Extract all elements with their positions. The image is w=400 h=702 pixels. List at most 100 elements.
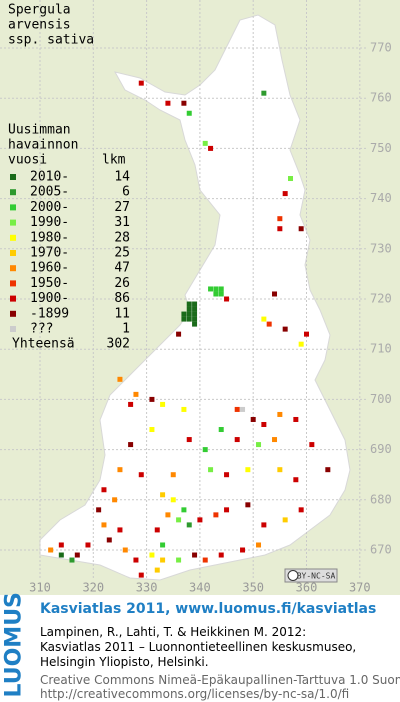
occurrence-square xyxy=(234,437,240,443)
legend-swatch xyxy=(10,219,16,226)
occurrence-square xyxy=(176,557,182,563)
occurrence-square xyxy=(176,331,182,337)
occurrence-square xyxy=(277,226,283,232)
legend-swatch xyxy=(10,250,16,256)
legend-total: 302 xyxy=(107,337,130,352)
occurrence-square xyxy=(224,472,230,478)
occurrence-square xyxy=(160,492,166,498)
occurrence-square xyxy=(181,311,187,317)
occurrence-square xyxy=(117,527,123,533)
citation-line: Kasviatlas 2011 – Luonnontieteellinen ke… xyxy=(40,640,357,654)
occurrence-square xyxy=(122,547,128,553)
occurrence-square xyxy=(165,100,171,106)
occurrence-square xyxy=(154,527,160,533)
legend-count: 86 xyxy=(114,291,130,306)
legend-count: 31 xyxy=(114,215,130,230)
occurrence-square xyxy=(186,522,192,528)
occurrence-square xyxy=(202,447,208,453)
occurrence-square xyxy=(218,286,224,292)
badge-box xyxy=(284,568,338,583)
occurrence-square xyxy=(192,321,198,327)
occurrence-square xyxy=(266,321,272,327)
occurrence-square xyxy=(181,100,187,106)
legend-label: 1960- xyxy=(30,261,69,276)
occurrence-square xyxy=(282,517,288,523)
occurrence-square xyxy=(272,291,278,297)
legend-count: 1 xyxy=(122,322,130,337)
occurrence-square xyxy=(186,311,192,317)
occurrence-square xyxy=(197,517,203,523)
citation-line: Lampinen, R., Lahti, T. & Heikkinen M. 2… xyxy=(40,625,307,639)
occurrence-square xyxy=(186,306,192,312)
y-tick-label: 700 xyxy=(370,392,392,406)
occurrence-square xyxy=(277,411,283,417)
legend-label: ??? xyxy=(30,322,53,337)
occurrence-square xyxy=(218,291,224,297)
occurrence-square xyxy=(261,522,267,528)
map-title: ssp. sativa xyxy=(8,33,94,48)
occurrence-square xyxy=(298,341,304,347)
license-line: http://creativecommons.org/licenses/by-n… xyxy=(40,687,350,701)
occurrence-square xyxy=(245,467,251,473)
occurrence-square xyxy=(282,191,288,197)
occurrence-square xyxy=(117,376,123,382)
occurrence-square xyxy=(186,301,192,307)
legend-label: 1980- xyxy=(30,230,69,245)
occurrence-square xyxy=(218,552,224,558)
legend-count-heading: lkm xyxy=(102,153,126,168)
occurrence-square xyxy=(101,522,107,528)
x-tick-label: 340 xyxy=(189,581,211,595)
occurrence-square xyxy=(160,557,166,563)
occurrence-square xyxy=(240,547,246,553)
y-tick-label: 710 xyxy=(370,342,392,356)
x-tick-label: 320 xyxy=(82,581,104,595)
occurrence-square xyxy=(250,416,256,422)
occurrence-square xyxy=(160,542,166,548)
occurrence-square xyxy=(202,557,208,563)
occurrence-square xyxy=(192,306,198,312)
occurrence-square xyxy=(186,110,192,116)
legend-label: 1950- xyxy=(30,276,69,291)
legend-swatch xyxy=(10,310,16,317)
occurrence-square xyxy=(277,216,283,222)
occurrence-square xyxy=(208,145,214,151)
legend-swatch xyxy=(10,326,16,332)
occurrence-square xyxy=(309,442,315,448)
legend-swatch xyxy=(10,204,16,211)
legend-swatch xyxy=(10,295,16,302)
occurrence-square xyxy=(325,467,331,473)
occurrence-square xyxy=(85,542,91,548)
occurrence-square xyxy=(256,442,262,448)
occurrence-square xyxy=(149,427,155,433)
occurrence-square xyxy=(298,226,304,232)
x-tick-label: 310 xyxy=(29,581,51,595)
legend-total-label: Yhteensä xyxy=(12,337,75,352)
occurrence-square xyxy=(149,396,155,402)
occurrence-square xyxy=(192,311,198,317)
occurrence-square xyxy=(186,437,192,443)
occurrence-square xyxy=(58,542,64,548)
occurrence-square xyxy=(240,406,246,412)
occurrence-square xyxy=(192,552,198,558)
occurrence-square xyxy=(288,176,294,182)
badge-text: BY-NC-SA xyxy=(297,572,336,581)
map: 310 320 330 340 350 360 370 670 680 690 700 710 720 7… xyxy=(0,0,400,595)
citation-line: Helsingin Yliopisto, Helsinki. xyxy=(40,655,209,669)
occurrence-square xyxy=(261,90,267,96)
occurrence-square xyxy=(213,291,219,297)
legend-count: 27 xyxy=(114,200,130,215)
legend-count: 26 xyxy=(114,276,130,291)
legend-count: 14 xyxy=(114,170,130,185)
occurrence-square xyxy=(245,502,251,508)
legend-label: 2005- xyxy=(30,185,69,200)
occurrence-square xyxy=(293,416,299,422)
occurrence-square xyxy=(272,437,278,443)
occurrence-square xyxy=(133,557,139,563)
y-tick-label: 690 xyxy=(370,442,392,456)
legend-label: 2000- xyxy=(30,200,69,215)
occurrence-square xyxy=(176,517,182,523)
occurrence-square xyxy=(261,316,267,322)
occurrence-square xyxy=(192,301,198,307)
occurrence-square xyxy=(181,316,187,322)
